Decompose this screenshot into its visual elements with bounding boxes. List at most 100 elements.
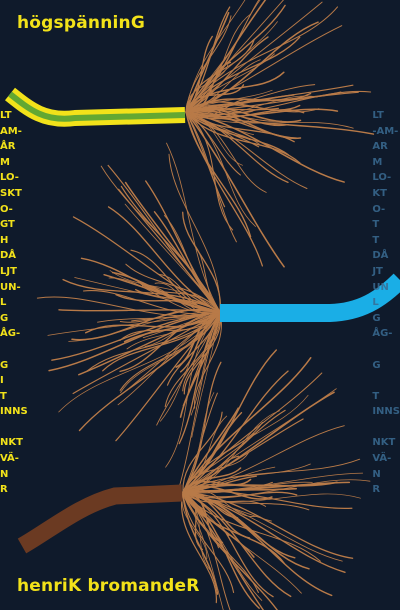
copper-strand: [185, 38, 255, 113]
copper-strand: [185, 111, 289, 184]
copper-strand: [185, 95, 318, 116]
copper-strand: [178, 311, 221, 445]
neutral-wire: [220, 273, 400, 322]
side-text-line: INNS: [0, 406, 28, 418]
copper-strand: [182, 491, 219, 595]
copper-strand: [185, 111, 267, 193]
copper-strand: [107, 206, 221, 313]
side-text-line: G: [0, 312, 9, 324]
copper-strand: [166, 311, 221, 386]
side-text-line: INNS: [372, 406, 400, 418]
copper-strand: [182, 491, 310, 570]
copper-strand: [185, 111, 285, 268]
copper-strand: [119, 311, 221, 391]
copper-strand: [120, 311, 221, 393]
side-text-line: G: [372, 359, 381, 371]
copper-strand: [185, 90, 372, 115]
copper-strand: [185, 0, 267, 113]
copper-strand: [145, 180, 221, 313]
copper-strand: [182, 425, 345, 493]
side-text-line: M: [372, 156, 383, 168]
book-title: högspänninG: [17, 13, 145, 33]
copper-strand: [185, 4, 286, 113]
copper-strand: [182, 394, 309, 493]
side-text-line: SKT: [0, 187, 22, 199]
side-text-line: ÅR: [0, 141, 16, 153]
copper-strand: [120, 185, 221, 313]
copper-strand: [185, 89, 273, 113]
side-text-line: T: [372, 234, 380, 246]
copper-strand: [185, 84, 245, 113]
side-text-line: LT: [372, 110, 384, 121]
copper-strands-bottom: [181, 349, 371, 610]
phase-wire: [17, 484, 183, 554]
side-text-line: I: [0, 375, 4, 387]
copper-strand: [102, 311, 221, 372]
side-text-line: ÅG-: [0, 328, 21, 340]
side-text-line: LJT: [0, 265, 17, 277]
copper-strand: [185, 111, 252, 238]
side-text-line: VÄ-: [0, 453, 19, 465]
side-text-line: O-: [0, 203, 13, 215]
earth-wire: [5, 87, 186, 127]
copper-strand: [182, 491, 302, 594]
side-text-line: N: [0, 468, 9, 480]
copper-strand: [182, 491, 333, 597]
copper-strand: [182, 491, 354, 559]
copper-strand: [97, 311, 221, 323]
copper-strand: [182, 491, 267, 507]
side-text-line: UN: [372, 281, 389, 293]
side-text-line: -AM-: [372, 125, 399, 137]
side-text-line: ÅG-: [372, 328, 393, 340]
copper-strand: [126, 311, 221, 350]
side-text-line: H: [0, 234, 9, 246]
copper-strand: [185, 107, 280, 113]
copper-strand: [185, 36, 301, 113]
copper-strand: [62, 278, 221, 313]
copper-strand: [185, 6, 339, 113]
side-text-line: N: [372, 468, 381, 480]
side-text-line: [0, 420, 28, 436]
copper-strand: [182, 491, 274, 598]
copper-strand: [182, 491, 224, 544]
side-text-line: R: [0, 484, 8, 496]
side-text-line: AM-: [0, 125, 22, 137]
side-text-line: DÅ: [372, 250, 389, 262]
copper-strand: [185, 0, 246, 113]
side-text-line: T: [372, 390, 380, 402]
copper-strand: [165, 311, 221, 468]
side-text-line: VÄ-: [372, 453, 392, 465]
side-text-line: [0, 342, 28, 358]
copper-strand: [183, 311, 222, 395]
copper-strand: [109, 270, 221, 313]
copper-strand: [58, 309, 221, 313]
side-text-left: LT AM- ÅR M LO- SKT O- GT H DÅ LJT UN- L G ÅG- G I T INNS N…: [0, 108, 28, 498]
copper-strand: [80, 257, 221, 313]
side-text-line: LO-: [372, 172, 392, 184]
side-text-line: AR: [372, 141, 388, 153]
copper-strand: [185, 21, 319, 113]
side-text-line: G: [372, 312, 381, 324]
side-text-line: LT: [0, 110, 12, 121]
side-text-line: [372, 373, 400, 389]
side-text-line: G: [0, 359, 9, 371]
copper-strand: [72, 311, 221, 395]
copper-strand: [72, 216, 221, 313]
copper-strand: [185, 106, 302, 123]
side-text-line: NKT: [0, 437, 23, 449]
side-text-line: R: [372, 484, 381, 496]
copper-strands-middle: [36, 142, 222, 495]
copper-strand: [182, 410, 280, 493]
copper-strand: [181, 491, 217, 604]
copper-strand: [182, 472, 364, 493]
side-text-line: KT: [372, 187, 387, 199]
side-text-line: [372, 342, 400, 358]
copper-strand: [182, 491, 265, 610]
copper-strand: [185, 111, 264, 267]
copper-strand: [137, 280, 221, 313]
copper-strand: [185, 110, 283, 122]
book-author: henriK bromandeR: [17, 576, 200, 596]
side-text-line: O-: [372, 203, 386, 215]
copper-strand: [185, 109, 305, 120]
